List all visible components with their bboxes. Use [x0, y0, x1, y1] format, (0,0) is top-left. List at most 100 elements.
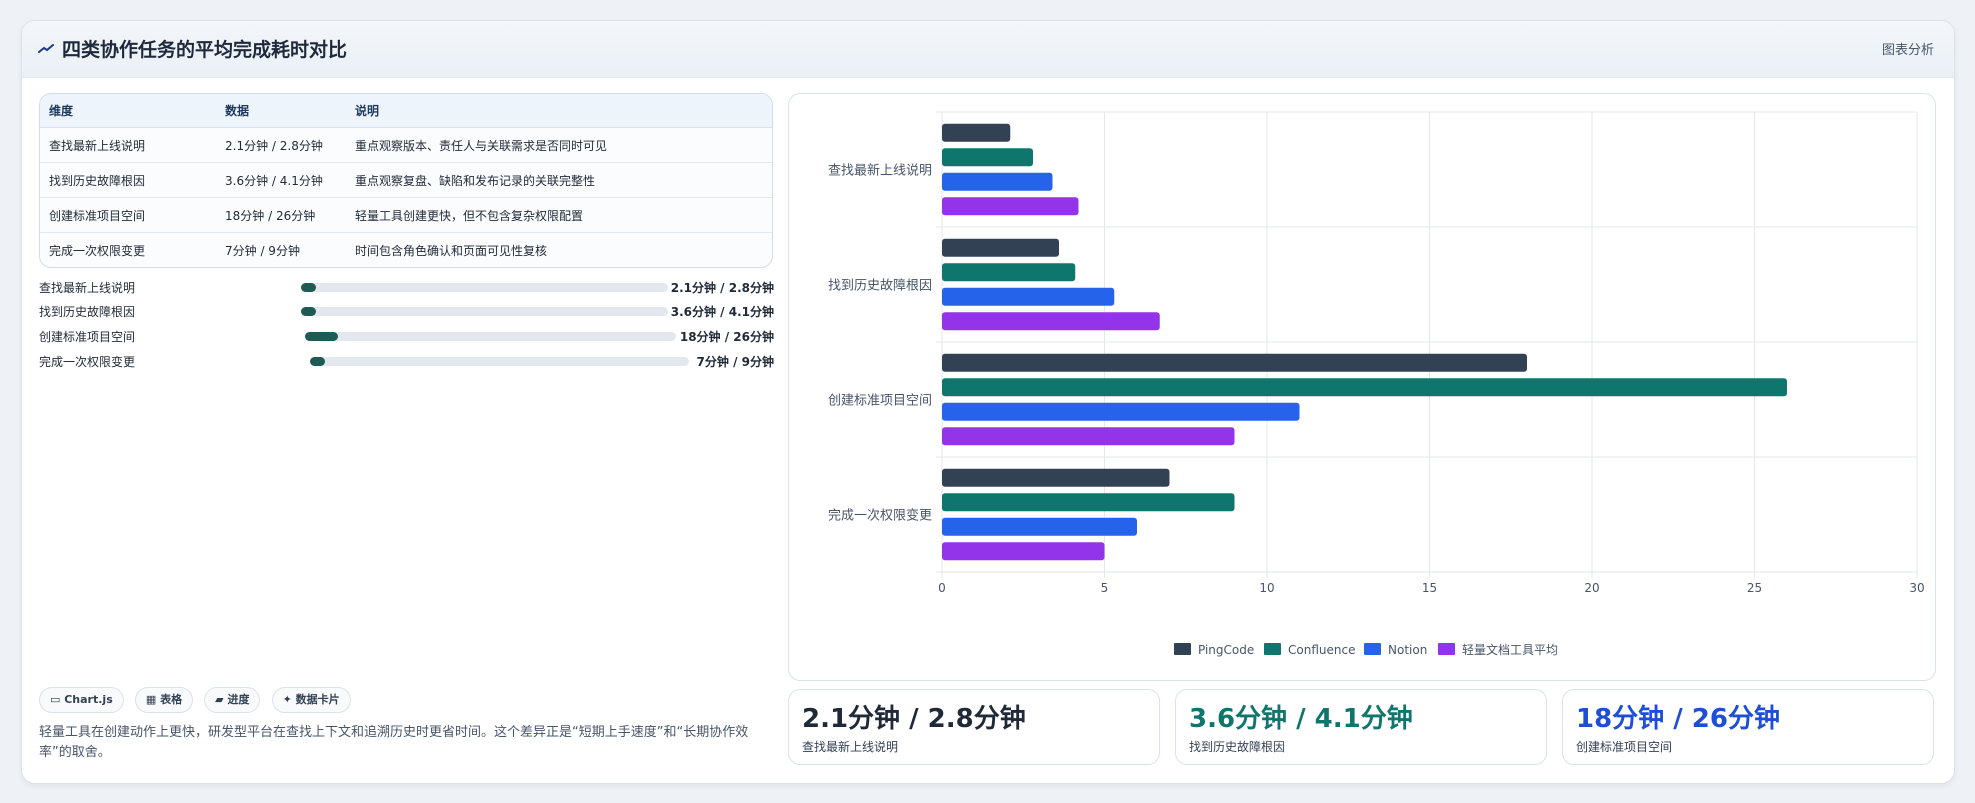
- bar: [942, 378, 1787, 397]
- progress-row: 查找最新上线说明 2.1分钟 / 2.8分钟: [39, 277, 774, 297]
- bar: [942, 123, 1011, 142]
- table-cell-dimension: 找到历史故障根因: [40, 162, 216, 198]
- table-cell-data: 2.1分钟 / 2.8分钟: [216, 127, 346, 163]
- legend-label: 轻量文档工具平均: [1462, 642, 1558, 657]
- y-category-label: 找到历史故障根因: [828, 279, 932, 294]
- stat-card: 2.1分钟 / 2.8分钟 查找最新上线说明: [788, 689, 1160, 765]
- chip-label: 进度: [227, 693, 250, 706]
- chip-label: 表格: [160, 693, 183, 706]
- summary-text: 轻量工具在创建动作上更快，研发型平台在查找上下文和追溯历史时更省时间。这个差异正…: [39, 725, 749, 760]
- bar: [942, 517, 1137, 536]
- x-tick-label: 30: [1909, 581, 1924, 595]
- stat-value: 2.1分钟 / 2.8分钟: [802, 704, 1026, 734]
- table-cell-dimension: 完成一次权限变更: [49, 243, 146, 258]
- bar: [942, 238, 1059, 257]
- progress-fill: [301, 307, 316, 316]
- x-tick-label: 15: [1422, 581, 1437, 595]
- chip-progress[interactable]: ▰ 进度: [204, 687, 261, 713]
- table-cell-note: 重点观察版本、责任人与关联需求是否同时可见: [346, 127, 772, 163]
- progress-fill: [301, 283, 316, 292]
- table-cell-data: 7分钟 / 9分钟: [225, 243, 300, 258]
- trend-icon: [38, 44, 54, 53]
- stat-label: 查找最新上线说明: [802, 740, 899, 754]
- bar: [942, 402, 1300, 421]
- y-category-label: 创建标准项目空间: [828, 394, 932, 409]
- chart-panel: 0 5 10 15 20 25 30 查找最新上线说明 找到历史故障根因 创建标准项目空间 完成一次…: [788, 93, 1936, 681]
- chip-data-card[interactable]: ✦ 数据卡片: [271, 687, 351, 713]
- progress-fill: [310, 357, 326, 366]
- y-category-label: 查找最新上线说明: [828, 163, 932, 179]
- chart-analysis-link[interactable]: 图表分析: [1881, 43, 1934, 58]
- legend-swatch: [1438, 643, 1455, 655]
- bar: [942, 148, 1033, 167]
- progress-row: 创建标准项目空间 18分钟 / 26分钟: [39, 326, 774, 346]
- bar: [942, 493, 1235, 512]
- table-cell-note: 轻量工具创建更快，但不包含复杂权限配置: [346, 197, 772, 233]
- progress-track: [310, 357, 689, 366]
- legend-swatch: [1364, 643, 1381, 655]
- progress-value: 18分钟 / 26分钟: [679, 330, 774, 344]
- progress-value: 7分钟 / 9分钟: [696, 355, 774, 369]
- legend-label: Notion: [1388, 643, 1427, 657]
- progress-label: 查找最新上线说明: [39, 281, 136, 295]
- bar: [942, 287, 1115, 306]
- chart-card: 四类协作任务的平均完成耗时对比 图表分析 维度 数据 说明 查找最新上线说明 2…: [21, 20, 1955, 784]
- page-title: 四类协作任务的平均完成耗时对比: [62, 39, 348, 61]
- bar: [942, 353, 1527, 372]
- progress-value: 2.1分钟 / 2.8分钟: [670, 281, 774, 295]
- table-header-data: 数据: [216, 94, 346, 128]
- chip-table[interactable]: ▦ 表格: [134, 687, 194, 713]
- progress-row: 完成一次权限变更 7分钟 / 9分钟: [39, 351, 774, 371]
- progress-label: 找到历史故障根因: [39, 305, 136, 319]
- progress-label: 完成一次权限变更: [39, 355, 136, 369]
- bar: [942, 312, 1160, 331]
- legend-label: PingCode: [1198, 643, 1254, 657]
- legend-swatch: [1174, 643, 1191, 655]
- table-row: 创建标准项目空间 18分钟 / 26分钟 轻量工具创建更快，但不包含复杂权限配置: [40, 197, 772, 233]
- x-tick-label: 25: [1747, 581, 1762, 595]
- x-tick-label: 10: [1259, 581, 1274, 595]
- tag-chips: ▭ Chart.js ▦ 表格 ▰ 进度 ✦ 数据卡片: [39, 687, 357, 713]
- chip-chartjs[interactable]: ▭ Chart.js: [39, 687, 124, 713]
- comparison-table: 维度 数据 说明 查找最新上线说明 2.1分钟 / 2.8分钟 重点观察版本、责…: [39, 93, 773, 268]
- progress-track: [301, 307, 668, 316]
- table-cell-note: 重点观察复盘、缺陷和发布记录的关联完整性: [346, 162, 772, 198]
- stat-label: 创建标准项目空间: [1576, 740, 1673, 754]
- chip-label: Chart.js: [64, 693, 113, 706]
- table-row: 完成一次权限变更 7分钟 / 9分钟 时间包含角色确认和页面可见性复核: [40, 233, 772, 268]
- bar-chart: 0 5 10 15 20 25 30 查找最新上线说明找到历史故障根因创建标准项目空间完成一次…: [828, 111, 1925, 657]
- table-header-note: 说明: [346, 94, 772, 128]
- stat-label: 找到历史故障根因: [1189, 740, 1286, 754]
- stat-value: 3.6分钟 / 4.1分钟: [1189, 704, 1413, 734]
- card-header: 四类协作任务的平均完成耗时对比 图表分析: [22, 21, 1954, 78]
- table-header-row: 维度 数据 说明: [40, 94, 772, 128]
- progress-track: [301, 283, 668, 292]
- x-tick-label: 20: [1584, 581, 1599, 595]
- stat-card: 3.6分钟 / 4.1分钟 找到历史故障根因: [1175, 689, 1547, 765]
- progress-fill: [305, 332, 339, 341]
- legend-label: Confluence: [1288, 643, 1355, 657]
- progress-track: [305, 332, 676, 341]
- table-cell-dimension: 创建标准项目空间: [40, 197, 216, 233]
- bar: [942, 263, 1076, 282]
- table-cell-data: 3.6分钟 / 4.1分钟: [216, 162, 346, 198]
- progress-label: 创建标准项目空间: [39, 330, 136, 344]
- y-category-label: 完成一次权限变更: [828, 508, 932, 524]
- table-row: 找到历史故障根因 3.6分钟 / 4.1分钟 重点观察复盘、缺陷和发布记录的关联…: [40, 162, 772, 198]
- table-cell-note: 时间包含角色确认和页面可见性复核: [355, 243, 548, 258]
- table-cell-data: 18分钟 / 26分钟: [216, 197, 346, 233]
- x-tick-label: 5: [1101, 581, 1109, 595]
- legend-swatch: [1264, 643, 1281, 655]
- stat-card: 18分钟 / 26分钟 创建标准项目空间: [1562, 689, 1934, 765]
- bar: [942, 427, 1235, 446]
- bar: [942, 468, 1170, 487]
- bar: [942, 197, 1079, 216]
- table-row: 查找最新上线说明 2.1分钟 / 2.8分钟 重点观察版本、责任人与关联需求是否…: [40, 127, 772, 163]
- x-tick-label: 0: [938, 581, 946, 595]
- table-cell-dimension: 查找最新上线说明: [40, 127, 216, 163]
- bar: [942, 172, 1053, 191]
- table-header-dimension: 维度: [40, 94, 216, 128]
- progress-value: 3.6分钟 / 4.1分钟: [670, 305, 774, 319]
- bar: [942, 542, 1105, 561]
- chip-label: 数据卡片: [295, 693, 340, 706]
